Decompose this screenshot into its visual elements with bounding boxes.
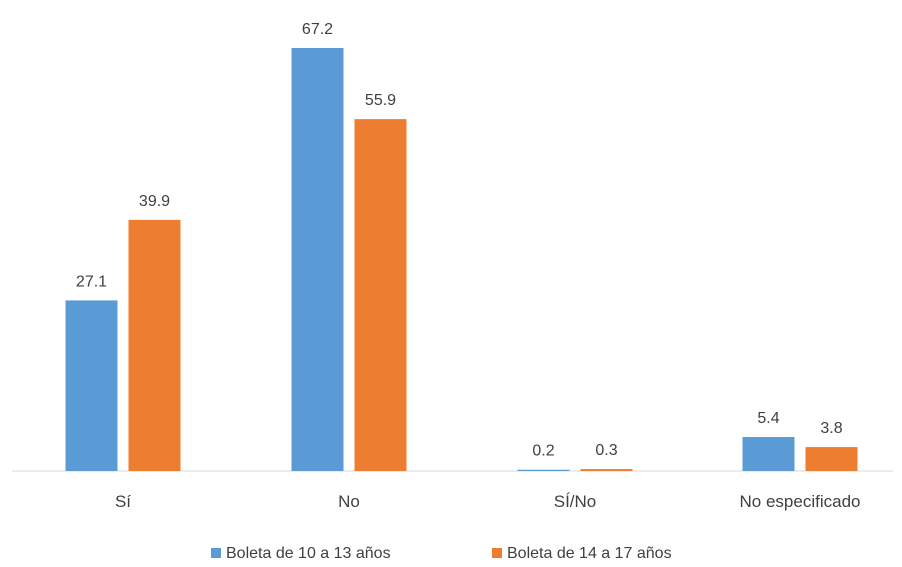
bar-series-2-cat-1 — [128, 219, 181, 471]
value-label-series-1-cat-2: 67.2 — [302, 21, 333, 38]
value-label-series-1-cat-4: 5.4 — [757, 410, 779, 427]
category-labels-group: Sí No SÍ/No No especificado — [115, 492, 861, 511]
value-label-series-2-cat-2: 55.9 — [365, 92, 396, 109]
legend-label-series-1: Boleta de 10 a 13 años — [226, 545, 391, 562]
bar-series-2-cat-4 — [805, 447, 858, 471]
value-label-series-2-cat-4: 3.8 — [820, 420, 842, 437]
category-label-4: No especificado — [740, 492, 861, 511]
bar-series-1-cat-1 — [65, 300, 118, 471]
legend: Boleta de 10 a 13 años Boleta de 14 a 17… — [211, 545, 672, 562]
bars-group — [65, 48, 858, 472]
value-label-series-1-cat-3: 0.2 — [532, 443, 554, 460]
bar-series-1-cat-3 — [517, 469, 570, 471]
value-label-series-2-cat-1: 39.9 — [139, 193, 170, 210]
category-label-2: No — [338, 492, 360, 511]
value-label-series-2-cat-3: 0.3 — [595, 442, 617, 459]
bar-series-2-cat-2 — [354, 119, 407, 472]
category-label-1: Sí — [115, 492, 131, 511]
bar-series-1-cat-4 — [742, 437, 795, 471]
value-labels-group: 27.1 39.9 67.2 55.9 0.2 0.3 5.4 3.8 — [76, 21, 843, 460]
value-label-series-1-cat-1: 27.1 — [76, 273, 107, 290]
legend-swatch-series-2 — [492, 548, 502, 558]
bar-series-1-cat-2 — [291, 48, 344, 471]
category-label-3: SÍ/No — [554, 492, 597, 511]
legend-swatch-series-1 — [211, 548, 221, 558]
legend-label-series-2: Boleta de 14 a 17 años — [507, 545, 672, 562]
bar-series-2-cat-3 — [580, 469, 633, 471]
